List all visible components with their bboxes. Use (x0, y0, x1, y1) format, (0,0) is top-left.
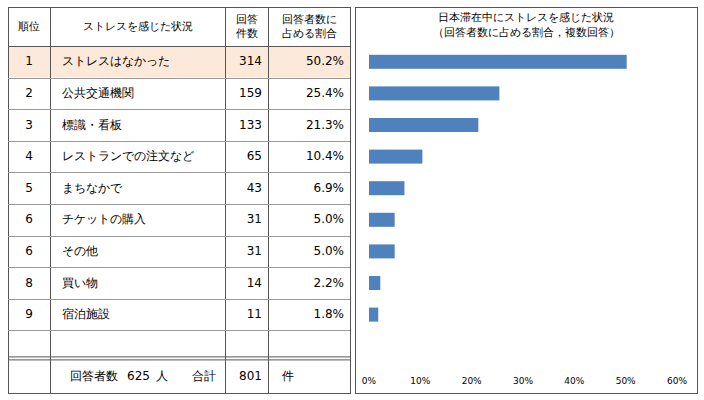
tick-label: 40% (564, 376, 584, 386)
rank-cell: 5 (25, 181, 33, 195)
situation-cell: チケットの購入 (62, 212, 146, 226)
column-line (50, 7, 51, 393)
count-cell: 43 (247, 181, 262, 195)
row-line (8, 236, 350, 237)
percent-cell: 2.2% (314, 276, 345, 290)
bar (369, 213, 395, 227)
bars (369, 55, 627, 322)
tick-label: 20% (462, 376, 482, 386)
percent-cell: 5.0% (314, 244, 345, 258)
tick-label: 60% (667, 376, 687, 386)
rank-cell: 4 (25, 149, 33, 163)
column-line (225, 7, 226, 393)
situation-cell: 宿泊施設 (62, 307, 110, 321)
rank-cell: 3 (25, 118, 33, 132)
count-cell: 133 (239, 118, 262, 132)
row-line (8, 109, 350, 110)
row-line (8, 267, 350, 268)
percent-cell: 50.2% (306, 54, 344, 68)
percent-cell: 10.4% (306, 149, 344, 163)
rank-cell: 1 (25, 54, 33, 68)
situation-cell: その他 (62, 244, 98, 258)
footer-unit: 件 (282, 369, 294, 383)
count-cell: 11 (247, 307, 262, 321)
rank-cell: 6 (25, 212, 33, 226)
count-cell: 159 (239, 86, 262, 100)
footer-label: 合計 (192, 369, 216, 383)
situation-cell: 公共交通機関 (62, 86, 134, 100)
footer-line (8, 359, 350, 360)
bar (369, 276, 380, 290)
percent-cell: 5.0% (314, 212, 345, 226)
row-line (8, 330, 350, 331)
bar (369, 308, 378, 322)
row-highlight (8, 46, 350, 78)
percent-cell: 1.8% (314, 307, 345, 321)
bar (369, 150, 422, 164)
bar (369, 181, 404, 195)
row-line (8, 204, 350, 205)
footer-unit: 人 (156, 369, 168, 383)
header-cell: ストレスを感じた状況 (83, 20, 193, 33)
bar (369, 118, 478, 132)
rank-cell: 8 (25, 276, 33, 290)
bar (369, 86, 499, 100)
footer-line (8, 356, 350, 357)
tick-label: 50% (616, 376, 636, 386)
footer-value: 625 (127, 369, 150, 383)
table-frame (9, 8, 351, 394)
count-cell: 14 (247, 276, 262, 290)
percent-cell: 21.3% (306, 118, 344, 132)
tick-label: 10% (410, 376, 430, 386)
column-line (268, 7, 269, 393)
count-cell: 31 (247, 212, 262, 226)
header-cell: 回答者数に (282, 13, 337, 26)
figure: 順位ストレスを感じた状況回答件数回答者数に占める割合1ストレスはなかった3145… (0, 0, 704, 400)
header-cell: 順位 (18, 20, 40, 33)
percent-cell: 6.9% (314, 181, 345, 195)
rank-cell: 9 (25, 307, 33, 321)
row-line (8, 78, 350, 79)
situation-cell: まちなかで (62, 181, 123, 195)
row-line (8, 172, 350, 173)
footer-value: 801 (239, 369, 262, 383)
tick-label: 0% (362, 376, 377, 386)
rank-cell: 2 (25, 86, 33, 100)
bar (369, 244, 395, 258)
row-line (8, 141, 350, 142)
tick-label: 30% (513, 376, 533, 386)
count-cell: 65 (247, 149, 262, 163)
situation-cell: 買い物 (62, 276, 98, 290)
situation-cell: レストランでの注文など (62, 149, 194, 163)
situation-cell: ストレスはなかった (62, 54, 170, 68)
rank-cell: 6 (25, 244, 33, 258)
chart-title: 日本滞在中にストレスを感じた状況 (438, 11, 614, 24)
percent-cell: 25.4% (306, 86, 344, 100)
header-cell: 件数 (236, 27, 258, 40)
header-line (8, 46, 350, 47)
bar (369, 55, 627, 69)
chart-subtitle: （回答者数に占める割合，複数回答） (433, 26, 620, 39)
footer-label: 回答者数 (70, 369, 118, 383)
situation-cell: 標識・看板 (62, 118, 122, 132)
header-cell: 回答 (236, 13, 258, 26)
count-cell: 31 (247, 244, 262, 258)
row-line (8, 299, 350, 300)
chart-frame (356, 8, 698, 394)
count-cell: 314 (239, 54, 262, 68)
header-cell: 占める割合 (282, 27, 337, 40)
